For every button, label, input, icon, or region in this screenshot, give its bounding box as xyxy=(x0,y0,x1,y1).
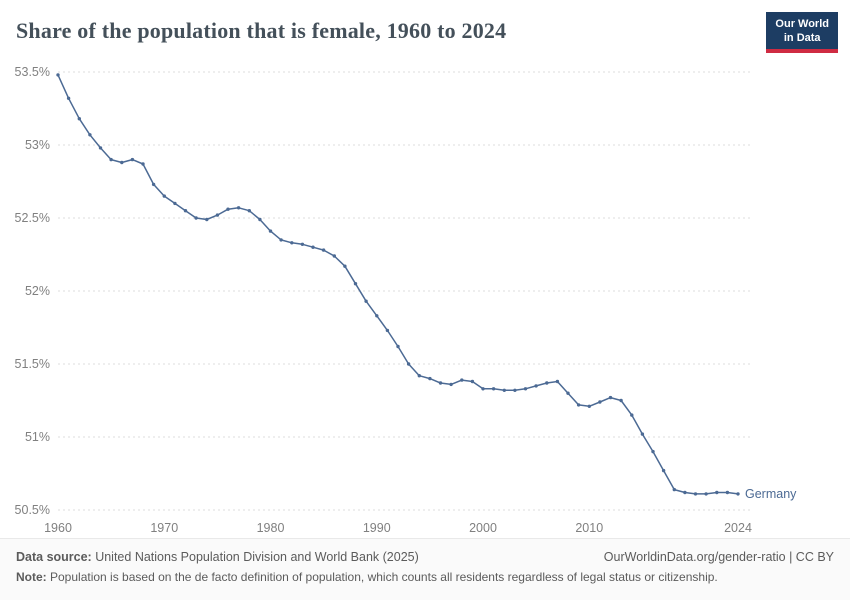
owid-logo-line1: Our World xyxy=(775,18,829,30)
data-point[interactable] xyxy=(151,182,156,187)
data-point[interactable] xyxy=(513,388,517,392)
footer-note-row: Note: Population is based on the de fact… xyxy=(16,569,834,586)
data-point[interactable] xyxy=(385,328,390,333)
data-point[interactable] xyxy=(77,117,82,121)
y-tick-label: 52% xyxy=(25,284,50,298)
chart-title: Share of the population that is female, … xyxy=(16,18,507,43)
data-point[interactable] xyxy=(491,387,496,391)
data-point[interactable] xyxy=(630,413,634,417)
y-tick-label: 53.5% xyxy=(15,65,50,79)
data-point[interactable] xyxy=(247,209,251,213)
data-point[interactable] xyxy=(449,382,453,387)
data-point[interactable] xyxy=(555,379,560,384)
y-tick-label: 51% xyxy=(25,430,50,444)
data-point[interactable] xyxy=(88,133,92,137)
data-point[interactable] xyxy=(66,96,71,100)
data-point[interactable] xyxy=(311,245,315,249)
y-tick-label: 53% xyxy=(25,138,50,152)
note-text: Population is based on the de facto defi… xyxy=(46,570,718,585)
owid-url-link[interactable]: OurWorldinData.org/gender-ratio | CC BY xyxy=(603,550,834,564)
data-point[interactable] xyxy=(215,213,220,217)
data-point[interactable] xyxy=(715,490,719,495)
data-point[interactable] xyxy=(481,387,485,391)
data-point[interactable] xyxy=(545,381,549,385)
data-source: Data source: United Nations Population D… xyxy=(16,548,419,566)
data-point[interactable] xyxy=(704,492,708,496)
data-point[interactable] xyxy=(683,490,687,495)
data-point[interactable] xyxy=(173,201,177,206)
x-tick-label: 1980 xyxy=(257,521,285,535)
data-point[interactable] xyxy=(321,248,326,252)
data-point[interactable] xyxy=(236,206,241,210)
x-tick-label: 2010 xyxy=(575,521,603,535)
data-source-text: United Nations Population Division and W… xyxy=(91,550,419,564)
data-point[interactable] xyxy=(534,384,538,388)
data-point[interactable] xyxy=(576,403,581,407)
data-point[interactable] xyxy=(661,468,666,473)
data-point[interactable] xyxy=(438,381,443,385)
data-point[interactable] xyxy=(290,241,294,245)
data-point[interactable] xyxy=(460,378,464,382)
data-point[interactable] xyxy=(205,217,209,222)
data-point[interactable] xyxy=(353,282,358,286)
y-tick-label: 50.5% xyxy=(15,503,50,517)
data-point[interactable] xyxy=(226,207,230,211)
x-tick-label: 1990 xyxy=(363,521,391,535)
data-point[interactable] xyxy=(396,344,400,349)
note-label: Note: xyxy=(16,570,47,585)
data-point[interactable] xyxy=(375,314,379,318)
data-point[interactable] xyxy=(587,404,591,408)
series-end-label[interactable]: Germany xyxy=(745,487,797,501)
footer-source-row: Data source: United Nations Population D… xyxy=(16,548,834,566)
owid-logo-line2: in Data xyxy=(783,32,821,45)
data-point[interactable] xyxy=(566,391,570,395)
data-point[interactable] xyxy=(406,362,411,366)
x-tick-label: 1970 xyxy=(150,521,178,535)
data-point[interactable] xyxy=(279,238,283,242)
data-point[interactable] xyxy=(56,73,60,77)
footer: Data source: United Nations Population D… xyxy=(0,538,850,600)
header: Share of the population that is female, … xyxy=(16,12,838,53)
data-point[interactable] xyxy=(428,376,432,381)
data-point[interactable] xyxy=(608,395,613,400)
x-tick-label: 2024 xyxy=(724,521,752,535)
data-point[interactable] xyxy=(502,388,506,392)
x-tick-label: 2000 xyxy=(469,521,497,535)
owid-logo: Our World in Data xyxy=(766,12,838,53)
data-point[interactable] xyxy=(736,492,740,496)
data-point[interactable] xyxy=(651,449,655,454)
data-source-label: Data source: xyxy=(16,550,92,564)
data-point[interactable] xyxy=(109,157,113,162)
data-point[interactable] xyxy=(417,374,421,378)
data-point[interactable] xyxy=(268,229,273,233)
data-point[interactable] xyxy=(130,157,135,162)
data-point[interactable] xyxy=(120,160,124,165)
y-tick-label: 52.5% xyxy=(15,211,50,225)
data-point[interactable] xyxy=(141,162,145,166)
data-point[interactable] xyxy=(343,264,347,268)
data-point[interactable] xyxy=(300,242,305,246)
data-point[interactable] xyxy=(640,432,645,436)
data-point[interactable] xyxy=(332,254,336,258)
series-line-germany[interactable] xyxy=(57,74,739,495)
data-point[interactable] xyxy=(364,299,368,303)
y-tick-label: 51.5% xyxy=(15,357,50,371)
x-tick-label: 1960 xyxy=(44,521,72,535)
data-point[interactable] xyxy=(598,400,602,404)
data-point[interactable] xyxy=(693,492,698,496)
line-chart[interactable]: 50.5% 51% 51.5% 52% 52.5% 53% 53.5% 1960 1970 198… xyxy=(0,58,850,538)
data-point[interactable] xyxy=(523,387,528,391)
data-point[interactable] xyxy=(162,194,166,198)
data-point[interactable] xyxy=(194,216,198,220)
data-point[interactable] xyxy=(258,217,262,222)
data-point[interactable] xyxy=(183,209,188,213)
data-point[interactable] xyxy=(672,487,676,492)
data-point[interactable] xyxy=(725,490,730,495)
data-point[interactable] xyxy=(619,398,623,403)
data-point[interactable] xyxy=(98,146,103,150)
data-point[interactable] xyxy=(470,379,475,384)
